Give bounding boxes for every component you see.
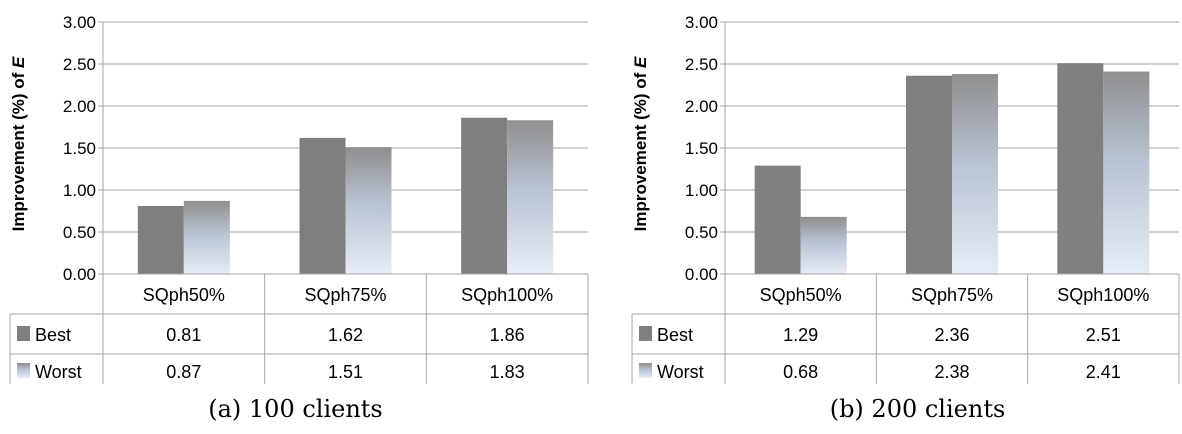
- bar-worst-sqph50pct: [183, 200, 230, 274]
- bar-worst-sqph75pct: [345, 147, 392, 274]
- bar-best-sqph50pct: [754, 165, 801, 274]
- y-axis-label-variable: E: [9, 56, 28, 68]
- y-tick-label: 2.50: [685, 55, 718, 74]
- data-label: 0.68: [783, 362, 818, 382]
- bar-best-sqph75pct: [906, 75, 952, 274]
- category-label: SQph50%: [760, 285, 842, 305]
- legend-label-best: Best: [35, 325, 71, 345]
- chart-panel-b: 0.00 0.50 1.00 1.50 2.00 2.50 3.00 Improvement …: [622, 0, 1182, 434]
- category-label: SQph100%: [461, 285, 553, 305]
- y-tick-label: 2.00: [685, 97, 718, 116]
- y-tick-label: 3.00: [63, 13, 96, 32]
- bar-best-sqph50pct: [137, 205, 184, 274]
- data-label: 1.86: [490, 325, 525, 345]
- data-label: 0.81: [166, 325, 201, 345]
- y-tick-label: 1.00: [685, 181, 718, 200]
- bar-best-sqph100pct: [1057, 63, 1104, 274]
- chart-caption-a: (a) 100 clients: [208, 395, 383, 423]
- bar-worst-sqph100pct: [1103, 71, 1150, 274]
- chart-caption-b: (b) 200 clients: [829, 395, 1006, 423]
- data-label: 2.36: [934, 325, 969, 345]
- data-label: 2.38: [934, 362, 969, 382]
- y-tick-label: 1.50: [63, 139, 96, 158]
- y-tick-label: 0.00: [63, 265, 96, 284]
- y-tick-label: 1.50: [685, 139, 718, 158]
- bar-best-sqph75pct: [299, 137, 346, 274]
- y-axis-label: Improvement (%) of E: [631, 56, 650, 231]
- category-label: SQph100%: [1057, 285, 1149, 305]
- legend-label-best: Best: [657, 325, 693, 345]
- bar-chart-b: 0.00 0.50 1.00 1.50 2.00 2.50 3.00 Improvement …: [631, 13, 1180, 384]
- y-axis-label-variable: E: [631, 56, 650, 68]
- data-label: 2.51: [1086, 325, 1121, 345]
- data-label: 0.87: [166, 362, 201, 382]
- category-label: SQph75%: [304, 285, 386, 305]
- bar-worst-sqph75pct: [952, 74, 998, 274]
- data-label: 1.83: [490, 362, 525, 382]
- y-axis-label: Improvement (%) of E: [9, 56, 28, 231]
- category-label: SQph75%: [911, 285, 993, 305]
- legend-swatch-worst: [639, 363, 652, 378]
- y-tick-label: 2.00: [63, 97, 96, 116]
- data-label: 1.51: [328, 362, 363, 382]
- data-label: 1.62: [328, 325, 363, 345]
- legend-label-worst: Worst: [35, 362, 82, 382]
- data-label: 1.29: [783, 325, 818, 345]
- bar-worst-sqph50pct: [800, 216, 847, 274]
- y-tick-label: 1.00: [63, 181, 96, 200]
- legend-swatch-best: [17, 326, 30, 341]
- data-label: 2.41: [1086, 362, 1121, 382]
- legend-label-worst: Worst: [657, 362, 704, 382]
- bar-chart-a: 0.00 0.50 1.00 1.50 2.00 2.50 3.00 Improvement …: [9, 13, 589, 384]
- y-tick-label: 0.00: [685, 265, 718, 284]
- chart-panel-a: 0.00 0.50 1.00 1.50 2.00 2.50 3.00 Improvement …: [9, 13, 589, 423]
- legend-swatch-worst: [17, 363, 30, 378]
- legend-swatch-best: [639, 326, 652, 341]
- y-tick-label: 0.50: [63, 223, 96, 242]
- bar-worst-sqph100pct: [507, 120, 554, 274]
- y-tick-label: 3.00: [685, 13, 718, 32]
- bar-best-sqph100pct: [461, 117, 508, 274]
- category-label: SQph50%: [143, 285, 225, 305]
- y-tick-label: 2.50: [63, 55, 96, 74]
- y-tick-label: 0.50: [685, 223, 718, 242]
